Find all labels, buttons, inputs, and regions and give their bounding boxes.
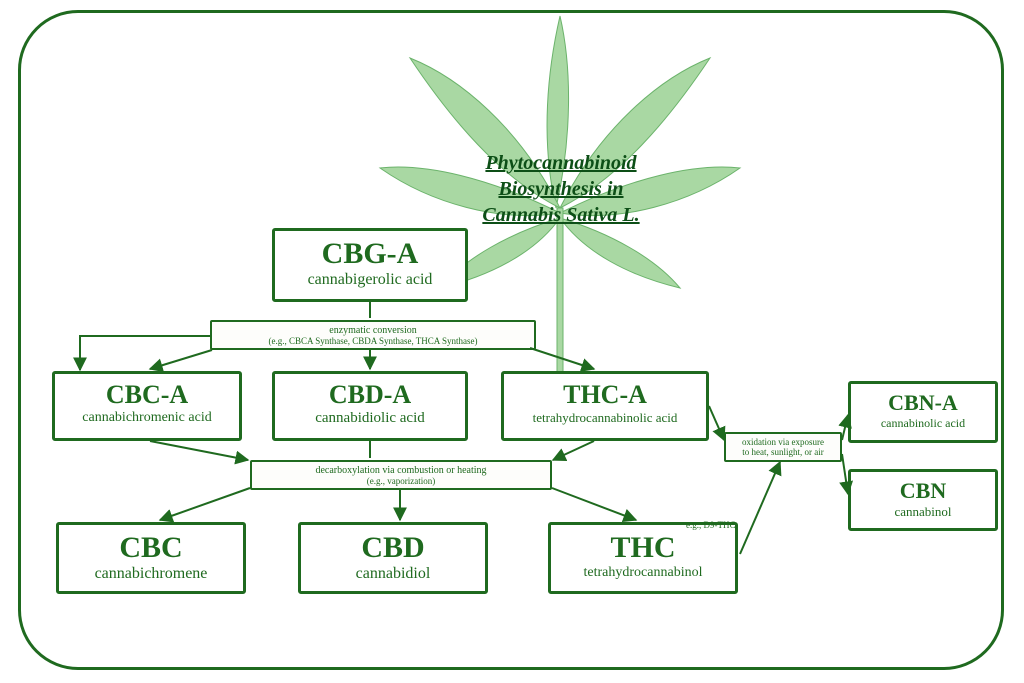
node-thca: THC-A tetrahydrocannabinolic acid [501, 371, 709, 441]
process-oxidation-l2: to heat, sunlight, or air [732, 447, 834, 457]
node-cbda-full: cannabidiolic acid [279, 410, 461, 427]
process-decarb: decarboxylation via combustion or heatin… [250, 460, 552, 490]
node-thca-abbr: THC-A [508, 380, 702, 410]
node-thc-full: tetrahydrocannabinol [555, 565, 731, 581]
node-cbca-full: cannabichromenic acid [59, 410, 235, 426]
title-line-3: Cannabis Sativa L. [482, 204, 639, 226]
process-enzymatic-l2: (e.g., CBCA Synthase, CBDA Synthase, THC… [218, 336, 528, 346]
node-cbna: CBN-A cannabinolic acid [848, 381, 998, 443]
process-decarb-l2: (e.g., vaporization) [258, 476, 544, 486]
node-cbc-abbr: CBC [63, 531, 239, 565]
node-cbn-abbr: CBN [855, 478, 991, 504]
node-thc-abbr: THC [555, 531, 731, 565]
process-enzymatic-l1: enzymatic conversion [218, 325, 528, 336]
node-thc: THC tetrahydrocannabinol [548, 522, 738, 594]
node-cbda-abbr: CBD-A [279, 380, 461, 410]
process-oxidation: oxidation via exposure to heat, sunlight… [724, 432, 842, 462]
title-line-1: Phytocannabinoid [485, 152, 636, 174]
node-cbga-full: cannabigerolic acid [279, 271, 461, 289]
node-cbc-full: cannabichromene [63, 565, 239, 583]
process-oxidation-l1: oxidation via exposure [732, 437, 834, 447]
node-cbga-abbr: CBG-A [279, 237, 461, 271]
node-cbd-abbr: CBD [305, 531, 481, 565]
process-decarb-l1: decarboxylation via combustion or heatin… [258, 465, 544, 476]
node-cbn-full: cannabinol [855, 504, 991, 520]
thc-annotation: e.g., D9-THC [686, 520, 736, 530]
node-cbc: CBC cannabichromene [56, 522, 246, 594]
node-cbca-abbr: CBC-A [59, 380, 235, 410]
node-thca-full: tetrahydrocannabinolic acid [508, 410, 702, 426]
node-cbda: CBD-A cannabidiolic acid [272, 371, 468, 441]
process-enzymatic: enzymatic conversion (e.g., CBCA Synthas… [210, 320, 536, 350]
node-cbd: CBD cannabidiol [298, 522, 488, 594]
diagram-title: Phytocannabinoid Biosynthesis in Cannabi… [446, 150, 676, 228]
node-cbn: CBN cannabinol [848, 469, 998, 531]
node-cbca: CBC-A cannabichromenic acid [52, 371, 242, 441]
title-line-2: Biosynthesis in [498, 178, 623, 200]
node-cbna-abbr: CBN-A [855, 390, 991, 416]
node-cbga: CBG-A cannabigerolic acid [272, 228, 468, 302]
node-cbd-full: cannabidiol [305, 565, 481, 583]
node-cbna-full: cannabinolic acid [855, 416, 991, 431]
